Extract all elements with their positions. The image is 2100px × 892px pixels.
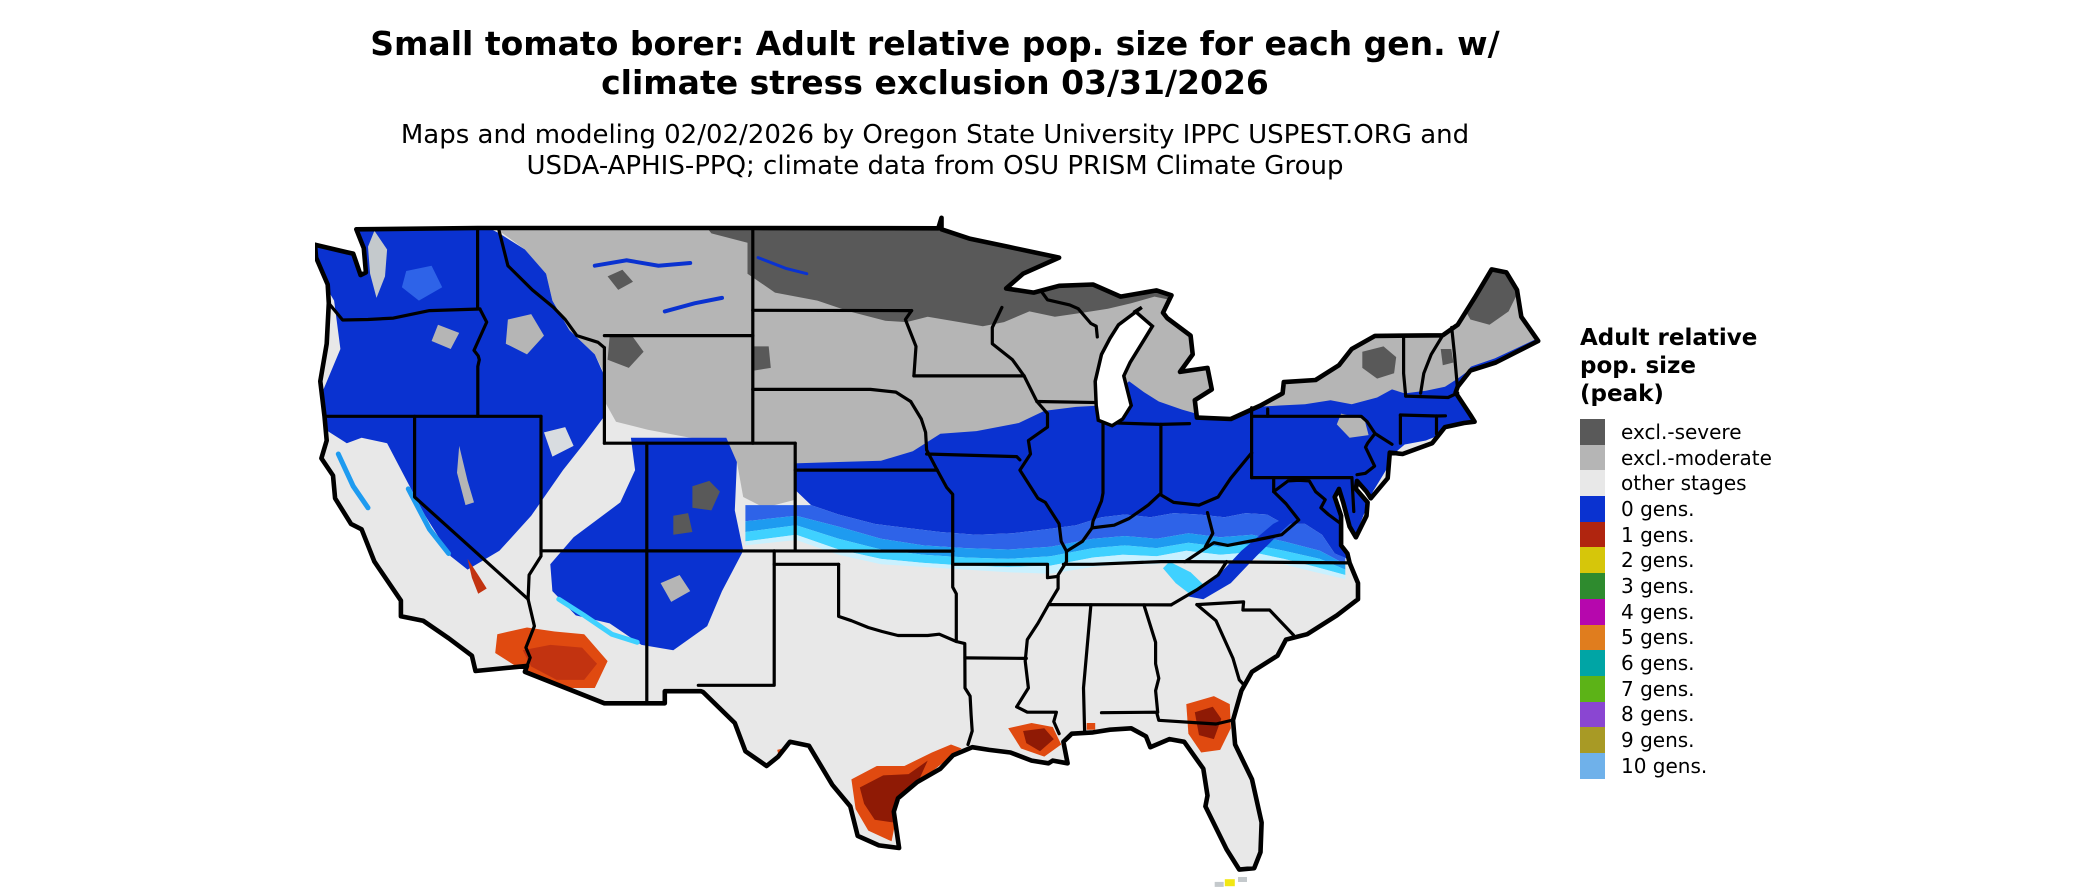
legend-swatch [1580, 701, 1605, 728]
legend-item-label: 8 gens. [1621, 702, 1695, 727]
legend-swatch [1580, 727, 1605, 753]
us-outline [312, 215, 1541, 872]
legend-item-label: 3 gens. [1621, 573, 1695, 598]
legend-item-label: 9 gens. [1621, 728, 1695, 753]
legend-item-label: other stages [1621, 471, 1747, 496]
legend-swatch [1580, 573, 1605, 599]
legend-swatch [1580, 496, 1605, 522]
legend-swatch [1580, 444, 1605, 471]
legend-title-line: (peak) [1580, 381, 1664, 407]
legend-item-label: 10 gens. [1621, 753, 1708, 778]
florida-keys-dot [1238, 877, 1247, 882]
legend-swatch [1580, 521, 1605, 548]
title-line-2: climate stress exclusion 03/31/2026 [601, 63, 1269, 102]
legend-title-line: Adult relative [1580, 325, 1758, 351]
title-line-1: Small tomato borer: Adult relative pop. … [370, 24, 1500, 63]
legend-item-g1: 1 gens. [1580, 521, 2060, 548]
legend-item-label: 7 gens. [1621, 676, 1695, 701]
legend-item-label: 2 gens. [1621, 548, 1695, 573]
legend-swatch [1580, 650, 1605, 676]
legend-item-g9: 9 gens. [1580, 727, 2060, 753]
legend-item-other: other stages [1580, 470, 2060, 497]
legend-item-label: excl.-severe [1621, 419, 1742, 444]
legend-title: Adult relative pop. size (peak) [1580, 324, 2060, 408]
legend-swatch [1580, 419, 1605, 445]
legend-item-g6: 6 gens. [1580, 650, 2060, 676]
map-canvas [312, 215, 1541, 887]
legend-swatch [1580, 470, 1605, 497]
subtitle-line-1: Maps and modeling 02/02/2026 by Oregon S… [400, 120, 1470, 150]
legend-item-g7: 7 gens. [1580, 675, 2060, 702]
page-subtitle: Maps and modeling 02/02/2026 by Oregon S… [0, 120, 1870, 182]
legend-swatch [1580, 547, 1605, 574]
legend-title-line: pop. size [1580, 353, 1697, 379]
legend: Adult relative pop. size (peak) excl.-seve… [1580, 324, 2060, 779]
page-title: Small tomato borer: Adult relative pop. … [0, 24, 1870, 102]
legend-item-g3: 3 gens. [1580, 573, 2060, 599]
legend-item-label: 0 gens. [1621, 496, 1695, 521]
legend-item-label: excl.-moderate [1621, 445, 1772, 470]
legend-item-label: 6 gens. [1621, 651, 1695, 676]
legend-rows: excl.-severe excl.-moderate other stages 0 … [1580, 419, 2060, 779]
us-choropleth-map [312, 214, 1549, 890]
lake-michigan [1093, 305, 1155, 428]
legend-swatch [1580, 675, 1605, 702]
legend-item-severe: excl.-severe [1580, 419, 2060, 445]
legend-item-g8: 8 gens. [1580, 701, 2060, 728]
legend-item-g4: 4 gens. [1580, 598, 2060, 625]
florida-keys-dot [1224, 879, 1235, 887]
legend-item-moderate: excl.-moderate [1580, 444, 2060, 471]
legend-item-label: 4 gens. [1621, 599, 1695, 624]
legend-item-g2: 2 gens. [1580, 547, 2060, 574]
subtitle-line-2: USDA-APHIS-PPQ; climate data from OSU PR… [526, 151, 1344, 181]
florida-keys-dot [1214, 881, 1224, 887]
legend-item-g5: 5 gens. [1580, 624, 2060, 651]
legend-swatch [1580, 598, 1605, 625]
legend-item-label: 5 gens. [1621, 625, 1695, 650]
legend-item-g10: 10 gens. [1580, 752, 2060, 779]
legend-swatch [1580, 752, 1605, 779]
legend-item-g0: 0 gens. [1580, 496, 2060, 522]
legend-swatch [1580, 624, 1605, 651]
legend-item-label: 1 gens. [1621, 522, 1695, 547]
